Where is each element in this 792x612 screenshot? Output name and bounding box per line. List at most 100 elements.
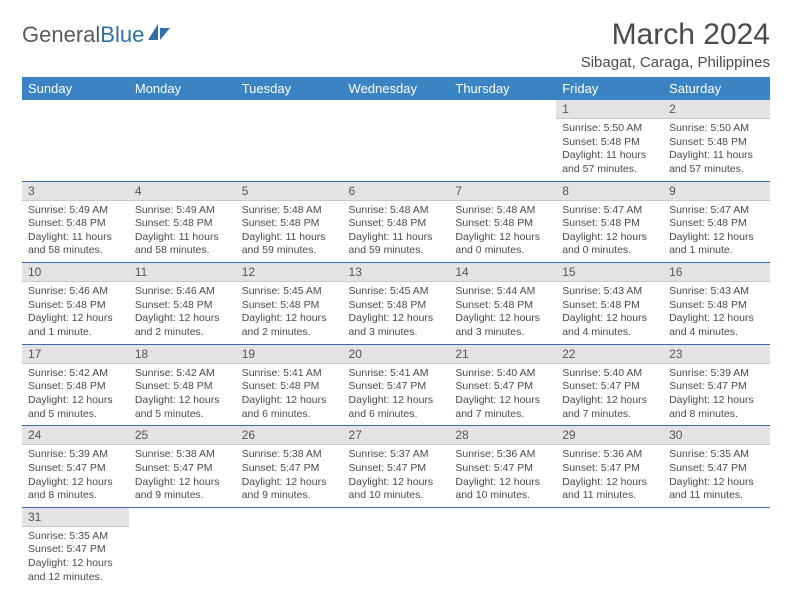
day-number: 24 — [22, 426, 129, 445]
sunset-text: Sunset: 5:48 PM — [28, 299, 123, 313]
sunset-text: Sunset: 5:47 PM — [455, 380, 550, 394]
calendar-cell: 16Sunrise: 5:43 AMSunset: 5:48 PMDayligh… — [663, 263, 770, 345]
sunrise-text: Sunrise: 5:39 AM — [669, 367, 764, 381]
day-number: 30 — [663, 426, 770, 445]
day-number: 25 — [129, 426, 236, 445]
day-header-row: Sunday Monday Tuesday Wednesday Thursday… — [22, 77, 770, 100]
calendar-cell — [449, 100, 556, 181]
day-details: Sunrise: 5:49 AMSunset: 5:48 PMDaylight:… — [22, 201, 129, 263]
sunset-text: Sunset: 5:47 PM — [669, 462, 764, 476]
dow-thursday: Thursday — [449, 77, 556, 100]
day-number: 29 — [556, 426, 663, 445]
logo: GeneralBlue — [22, 22, 172, 48]
empty-day — [663, 508, 770, 526]
calendar-row: 1Sunrise: 5:50 AMSunset: 5:48 PMDaylight… — [22, 100, 770, 181]
sunrise-text: Sunrise: 5:49 AM — [135, 204, 230, 218]
day-details: Sunrise: 5:40 AMSunset: 5:47 PMDaylight:… — [556, 364, 663, 426]
daylight-text: Daylight: 12 hours and 5 minutes. — [28, 394, 123, 421]
sunset-text: Sunset: 5:47 PM — [455, 462, 550, 476]
calendar-row: 3Sunrise: 5:49 AMSunset: 5:48 PMDaylight… — [22, 181, 770, 263]
empty-day — [556, 508, 663, 526]
day-details: Sunrise: 5:42 AMSunset: 5:48 PMDaylight:… — [22, 364, 129, 426]
day-details: Sunrise: 5:35 AMSunset: 5:47 PMDaylight:… — [22, 527, 129, 589]
day-details: Sunrise: 5:45 AMSunset: 5:48 PMDaylight:… — [236, 282, 343, 344]
day-number: 3 — [22, 182, 129, 201]
sunset-text: Sunset: 5:48 PM — [242, 380, 337, 394]
sunrise-text: Sunrise: 5:50 AM — [562, 122, 657, 136]
sunrise-text: Sunrise: 5:38 AM — [135, 448, 230, 462]
sunrise-text: Sunrise: 5:42 AM — [28, 367, 123, 381]
sunrise-text: Sunrise: 5:47 AM — [562, 204, 657, 218]
daylight-text: Daylight: 12 hours and 0 minutes. — [562, 231, 657, 258]
sunset-text: Sunset: 5:48 PM — [28, 380, 123, 394]
calendar-cell: 27Sunrise: 5:37 AMSunset: 5:47 PMDayligh… — [343, 426, 450, 508]
daylight-text: Daylight: 12 hours and 10 minutes. — [349, 476, 444, 503]
daylight-text: Daylight: 12 hours and 2 minutes. — [242, 312, 337, 339]
day-number: 5 — [236, 182, 343, 201]
day-details: Sunrise: 5:35 AMSunset: 5:47 PMDaylight:… — [663, 445, 770, 507]
day-details: Sunrise: 5:50 AMSunset: 5:48 PMDaylight:… — [556, 119, 663, 181]
sunrise-text: Sunrise: 5:49 AM — [28, 204, 123, 218]
calendar-cell: 18Sunrise: 5:42 AMSunset: 5:48 PMDayligh… — [129, 344, 236, 426]
calendar-cell: 9Sunrise: 5:47 AMSunset: 5:48 PMDaylight… — [663, 181, 770, 263]
sunset-text: Sunset: 5:48 PM — [135, 299, 230, 313]
sunrise-text: Sunrise: 5:44 AM — [455, 285, 550, 299]
day-details: Sunrise: 5:41 AMSunset: 5:48 PMDaylight:… — [236, 364, 343, 426]
day-details: Sunrise: 5:43 AMSunset: 5:48 PMDaylight:… — [663, 282, 770, 344]
day-details: Sunrise: 5:47 AMSunset: 5:48 PMDaylight:… — [663, 201, 770, 263]
calendar-cell: 8Sunrise: 5:47 AMSunset: 5:48 PMDaylight… — [556, 181, 663, 263]
sunset-text: Sunset: 5:48 PM — [349, 299, 444, 313]
calendar-cell: 6Sunrise: 5:48 AMSunset: 5:48 PMDaylight… — [343, 181, 450, 263]
page-title: March 2024 — [581, 18, 770, 52]
day-number: 21 — [449, 345, 556, 364]
day-details: Sunrise: 5:48 AMSunset: 5:48 PMDaylight:… — [449, 201, 556, 263]
daylight-text: Daylight: 11 hours and 58 minutes. — [135, 231, 230, 258]
location-text: Sibagat, Caraga, Philippines — [581, 54, 770, 71]
sunrise-text: Sunrise: 5:36 AM — [562, 448, 657, 462]
sunrise-text: Sunrise: 5:39 AM — [28, 448, 123, 462]
sunset-text: Sunset: 5:47 PM — [28, 543, 123, 557]
sunrise-text: Sunrise: 5:35 AM — [669, 448, 764, 462]
day-details: Sunrise: 5:41 AMSunset: 5:47 PMDaylight:… — [343, 364, 450, 426]
daylight-text: Daylight: 11 hours and 58 minutes. — [28, 231, 123, 258]
sunrise-text: Sunrise: 5:45 AM — [242, 285, 337, 299]
day-number: 1 — [556, 100, 663, 119]
logo-text-blue: Blue — [100, 22, 144, 48]
day-number: 9 — [663, 182, 770, 201]
sunrise-text: Sunrise: 5:48 AM — [455, 204, 550, 218]
sail-icon — [146, 22, 172, 48]
sunset-text: Sunset: 5:47 PM — [28, 462, 123, 476]
sunset-text: Sunset: 5:47 PM — [562, 380, 657, 394]
day-details: Sunrise: 5:38 AMSunset: 5:47 PMDaylight:… — [236, 445, 343, 507]
day-number: 2 — [663, 100, 770, 119]
calendar-cell — [343, 507, 450, 588]
sunset-text: Sunset: 5:48 PM — [135, 380, 230, 394]
calendar-cell: 7Sunrise: 5:48 AMSunset: 5:48 PMDaylight… — [449, 181, 556, 263]
calendar-cell: 25 Sunrise: 5:38 AMSunset: 5:47 PMDayligh… — [129, 426, 236, 508]
calendar-cell: 22Sunrise: 5:40 AMSunset: 5:47 PMDayligh… — [556, 344, 663, 426]
day-details: Sunrise: 5:44 AMSunset: 5:48 PMDaylight:… — [449, 282, 556, 344]
dow-friday: Friday — [556, 77, 663, 100]
empty-day — [22, 100, 129, 118]
calendar-cell — [663, 507, 770, 588]
sunset-text: Sunset: 5:48 PM — [455, 299, 550, 313]
daylight-text: Daylight: 12 hours and 6 minutes. — [349, 394, 444, 421]
day-number: 20 — [343, 345, 450, 364]
sunset-text: Sunset: 5:47 PM — [135, 462, 230, 476]
daylight-text: Daylight: 12 hours and 4 minutes. — [669, 312, 764, 339]
calendar-cell: 4Sunrise: 5:49 AMSunset: 5:48 PMDaylight… — [129, 181, 236, 263]
calendar-cell: 15Sunrise: 5:43 AMSunset: 5:48 PMDayligh… — [556, 263, 663, 345]
day-details: Sunrise: 5:40 AMSunset: 5:47 PMDaylight:… — [449, 364, 556, 426]
calendar-row: 24Sunrise: 5:39 AMSunset: 5:47 PMDayligh… — [22, 426, 770, 508]
empty-day — [343, 508, 450, 526]
sunset-text: Sunset: 5:48 PM — [562, 217, 657, 231]
sunset-text: Sunset: 5:48 PM — [135, 217, 230, 231]
empty-day — [236, 100, 343, 118]
day-number: 23 — [663, 345, 770, 364]
calendar-cell: 14Sunrise: 5:44 AMSunset: 5:48 PMDayligh… — [449, 263, 556, 345]
calendar-cell — [22, 100, 129, 181]
sunrise-text: Sunrise: 5:48 AM — [349, 204, 444, 218]
daylight-text: Daylight: 12 hours and 9 minutes. — [135, 476, 230, 503]
sunrise-text: Sunrise: 5:48 AM — [242, 204, 337, 218]
calendar-cell: 10Sunrise: 5:46 AMSunset: 5:48 PMDayligh… — [22, 263, 129, 345]
